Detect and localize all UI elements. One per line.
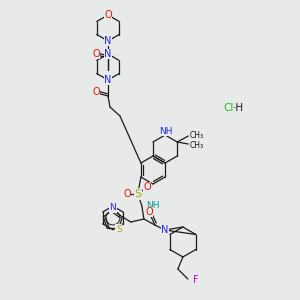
Text: O: O <box>123 189 131 199</box>
Text: Cl: Cl <box>223 103 233 113</box>
Text: N: N <box>104 49 112 59</box>
Text: **: ** <box>147 212 152 217</box>
Text: CH₃: CH₃ <box>189 130 203 140</box>
Text: O: O <box>92 49 100 59</box>
Text: ·H: ·H <box>233 103 244 113</box>
Text: O: O <box>104 10 112 20</box>
Text: O: O <box>143 182 151 192</box>
Text: N: N <box>104 36 112 46</box>
Text: F: F <box>193 275 199 285</box>
Text: S: S <box>134 189 141 199</box>
Text: N: N <box>110 203 116 212</box>
Text: N: N <box>161 225 169 235</box>
Text: O: O <box>92 87 100 97</box>
Text: NH: NH <box>159 127 173 136</box>
Text: CH₃: CH₃ <box>189 140 203 149</box>
Text: N: N <box>104 75 112 85</box>
Text: NH: NH <box>146 202 159 211</box>
Text: S: S <box>116 225 122 234</box>
Text: O: O <box>145 207 153 217</box>
